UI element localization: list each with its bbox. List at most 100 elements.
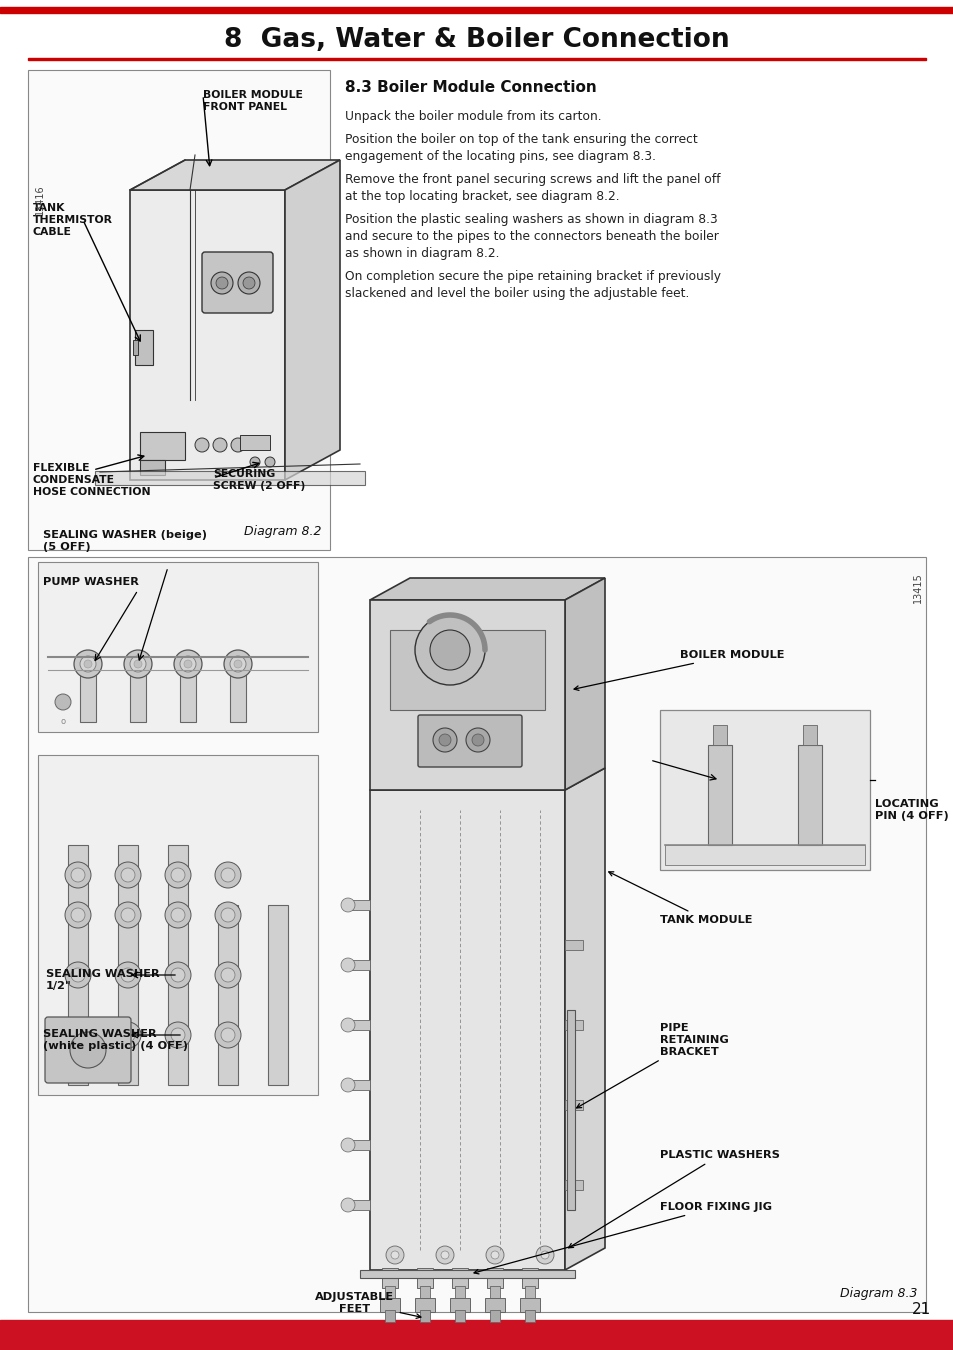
Circle shape [215,277,228,289]
Circle shape [130,656,146,672]
Bar [0,1320,953,1350]
Circle shape [165,863,191,888]
Bar [180,667,195,722]
Bar [28,558,925,1312]
Circle shape [84,660,91,668]
Text: Unpack the boiler module from its carton.: Unpack the boiler module from its carton… [345,109,601,123]
Bar [348,1021,370,1030]
Circle shape [121,1027,135,1042]
Bar [521,1268,537,1288]
Circle shape [115,902,141,927]
Circle shape [536,1246,554,1264]
Polygon shape [285,161,339,481]
Circle shape [71,968,85,981]
Text: 13416: 13416 [35,185,45,215]
Circle shape [465,728,490,752]
Bar [455,1310,464,1322]
Circle shape [70,1031,106,1068]
Circle shape [194,437,209,452]
Circle shape [65,902,91,927]
Bar [664,845,864,865]
Text: Remove the front panel securing screws and lift the panel off
at the top locatin: Remove the front panel securing screws a… [345,173,720,202]
Circle shape [433,728,456,752]
Text: PLASTIC WASHERS: PLASTIC WASHERS [568,1150,779,1247]
Circle shape [115,863,141,888]
Bar [564,940,582,950]
Circle shape [340,1079,355,1092]
Circle shape [436,1246,454,1264]
Bar [416,1268,433,1288]
Circle shape [121,968,135,981]
Text: BOILER MODULE: BOILER MODULE [574,649,783,690]
FancyBboxPatch shape [417,716,521,767]
Circle shape [71,909,85,922]
Bar [268,904,288,1085]
Text: Diagram 8.3: Diagram 8.3 [840,1287,917,1300]
Circle shape [391,1251,398,1260]
Circle shape [540,1251,548,1260]
Polygon shape [564,768,604,1270]
Bar [348,1200,370,1210]
Bar [802,725,816,745]
Text: SECURING
SCREW (2 OFF): SECURING SCREW (2 OFF) [213,470,305,491]
Bar [135,329,152,364]
Circle shape [65,1022,91,1048]
Circle shape [165,963,191,988]
Circle shape [211,271,233,294]
Circle shape [233,660,242,668]
Bar [712,725,726,745]
Bar [348,900,370,910]
Bar [455,1287,464,1297]
Circle shape [415,616,484,684]
Bar [230,667,246,722]
Circle shape [440,1251,449,1260]
Bar [140,460,165,475]
Bar [348,1080,370,1089]
Polygon shape [130,161,339,190]
Bar [168,845,188,1085]
Polygon shape [564,578,604,790]
Polygon shape [370,578,604,599]
Text: SEALING WASHER (beige)
(5 OFF): SEALING WASHER (beige) (5 OFF) [43,531,207,552]
Bar [564,1100,582,1110]
Circle shape [133,660,142,668]
Text: 21: 21 [911,1303,931,1318]
Text: SEALING WASHER
(white plastic) (4 OFF): SEALING WASHER (white plastic) (4 OFF) [43,1029,188,1050]
Circle shape [71,868,85,882]
Bar [132,340,138,355]
Bar [415,1297,435,1312]
Circle shape [121,909,135,922]
Circle shape [165,902,191,927]
Circle shape [224,649,252,678]
Bar [80,667,96,722]
Circle shape [214,902,241,927]
Bar [566,1010,575,1210]
Circle shape [65,863,91,888]
Text: TANK MODULE: TANK MODULE [608,872,752,925]
Bar [519,1297,539,1312]
Bar [659,710,869,869]
Bar [130,667,146,722]
Circle shape [214,1022,241,1048]
Circle shape [171,909,185,922]
Bar [38,562,317,732]
Bar [130,190,285,481]
Bar [564,1180,582,1189]
Bar [707,745,731,845]
Circle shape [171,968,185,981]
Bar [524,1287,535,1297]
Bar [797,745,821,845]
Circle shape [230,656,246,672]
Circle shape [250,458,260,467]
Circle shape [438,734,451,747]
Circle shape [115,963,141,988]
Text: 8  Gas, Water & Boiler Connection: 8 Gas, Water & Boiler Connection [224,27,729,53]
Bar [0,7,953,14]
Circle shape [55,694,71,710]
Circle shape [221,868,234,882]
Circle shape [171,868,185,882]
Circle shape [243,277,254,289]
Circle shape [472,734,483,747]
Circle shape [213,437,227,452]
Bar [419,1310,430,1322]
